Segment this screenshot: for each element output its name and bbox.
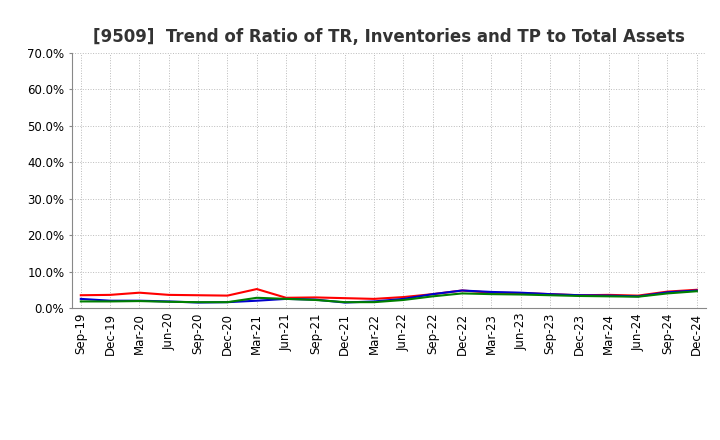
Trade Payables: [487, 292, 496, 297]
Inventories: [575, 293, 584, 298]
Trade Payables: [253, 295, 261, 301]
Trade Payables: [546, 293, 554, 298]
Line: Inventories: Inventories: [81, 290, 697, 303]
Inventories: [370, 299, 379, 304]
Line: Trade Receivables: Trade Receivables: [81, 289, 697, 299]
Trade Receivables: [428, 292, 437, 297]
Trade Receivables: [399, 294, 408, 300]
Inventories: [399, 296, 408, 301]
Inventories: [605, 293, 613, 298]
Trade Payables: [311, 297, 320, 303]
Trade Receivables: [194, 293, 202, 298]
Inventories: [634, 293, 642, 299]
Inventories: [693, 288, 701, 293]
Inventories: [546, 292, 554, 297]
Trade Payables: [370, 300, 379, 305]
Trade Receivables: [546, 292, 554, 297]
Trade Receivables: [605, 292, 613, 297]
Trade Receivables: [282, 295, 290, 301]
Inventories: [428, 292, 437, 297]
Inventories: [487, 290, 496, 295]
Trade Receivables: [223, 293, 232, 298]
Trade Receivables: [693, 287, 701, 293]
Trade Receivables: [341, 296, 349, 301]
Trade Payables: [663, 291, 672, 296]
Trade Payables: [341, 300, 349, 305]
Inventories: [106, 298, 114, 303]
Trade Receivables: [164, 292, 173, 297]
Inventories: [663, 290, 672, 295]
Trade Payables: [575, 293, 584, 299]
Trade Payables: [135, 298, 144, 304]
Trade Payables: [164, 299, 173, 304]
Title: [9509]  Trend of Ratio of TR, Inventories and TP to Total Assets: [9509] Trend of Ratio of TR, Inventories…: [93, 28, 685, 46]
Trade Payables: [634, 294, 642, 299]
Line: Trade Payables: Trade Payables: [81, 291, 697, 302]
Trade Receivables: [106, 292, 114, 297]
Trade Receivables: [76, 293, 85, 298]
Trade Receivables: [458, 288, 467, 293]
Trade Payables: [399, 297, 408, 303]
Trade Payables: [428, 293, 437, 299]
Trade Receivables: [253, 286, 261, 292]
Trade Receivables: [487, 290, 496, 295]
Trade Receivables: [135, 290, 144, 295]
Trade Payables: [106, 299, 114, 304]
Trade Receivables: [311, 295, 320, 300]
Trade Receivables: [634, 293, 642, 298]
Trade Payables: [605, 293, 613, 299]
Inventories: [164, 299, 173, 304]
Trade Receivables: [663, 289, 672, 294]
Inventories: [223, 300, 232, 305]
Trade Payables: [282, 296, 290, 301]
Trade Payables: [516, 292, 525, 297]
Trade Payables: [223, 300, 232, 305]
Trade Payables: [693, 289, 701, 294]
Inventories: [341, 300, 349, 305]
Trade Receivables: [516, 290, 525, 296]
Inventories: [282, 296, 290, 301]
Trade Payables: [194, 300, 202, 305]
Trade Payables: [76, 299, 85, 304]
Inventories: [311, 297, 320, 302]
Trade Receivables: [575, 293, 584, 298]
Trade Payables: [458, 291, 467, 296]
Trade Receivables: [370, 296, 379, 301]
Inventories: [458, 288, 467, 293]
Inventories: [135, 298, 144, 303]
Inventories: [516, 290, 525, 295]
Inventories: [194, 300, 202, 305]
Inventories: [76, 296, 85, 301]
Inventories: [253, 298, 261, 303]
